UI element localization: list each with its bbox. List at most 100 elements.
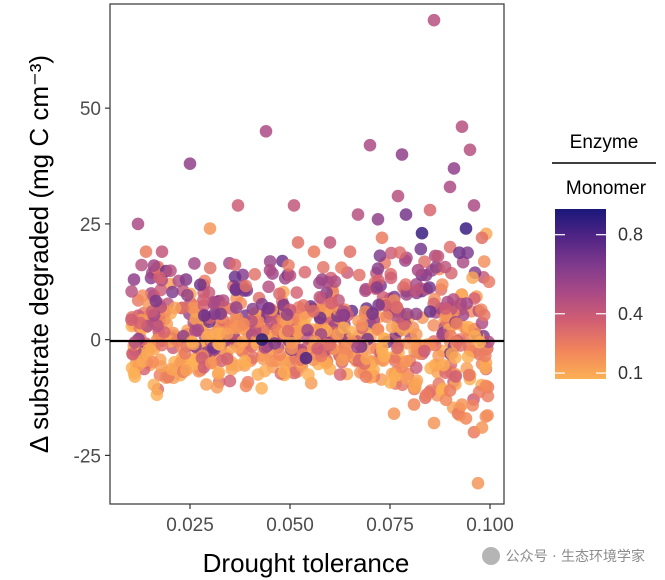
data-point [212,366,226,379]
data-point [360,352,373,366]
data-point [410,328,423,341]
data-point [251,368,265,381]
data-point [456,255,470,269]
data-point [447,162,461,175]
data-point [351,340,364,354]
data-point [400,355,413,368]
data-point [415,226,429,240]
data-point [390,300,404,314]
data-point [228,270,242,284]
data-point [299,351,313,365]
data-point [298,265,312,279]
data-point [307,245,321,258]
data-point [147,259,161,272]
data-point [391,189,405,203]
data-point [125,313,138,327]
data-point [126,348,139,361]
data-point [217,294,230,307]
data-point [262,302,275,315]
data-point [477,255,491,268]
data-point [153,271,166,284]
legend-title-line1: Enzyme [570,132,639,153]
data-point [207,296,220,309]
data-point [149,294,163,308]
data-point [445,347,459,361]
data-point [471,476,485,490]
data-point [439,302,452,315]
data-point [423,281,436,294]
data-point [280,308,294,321]
data-point [351,208,365,221]
data-point [333,368,347,381]
data-point [397,318,411,331]
data-point [400,372,413,385]
y-tick-label: 50 [80,99,101,120]
data-point [477,308,491,322]
data-point [127,273,141,286]
y-axis: -25 0 25 50 [74,99,110,467]
data-point [393,246,407,259]
data-point [136,355,150,368]
data-point [461,246,474,259]
data-point [191,323,205,337]
data-point [385,320,399,334]
data-point [399,208,413,221]
data-point [325,296,339,310]
data-point [466,271,479,285]
data-point [479,349,492,363]
data-point [459,222,473,235]
data-point [462,368,476,382]
data-point [131,217,145,231]
data-point [359,370,373,384]
data-point [372,298,385,312]
data-point [259,125,273,138]
data-point [302,368,315,381]
data-point [377,350,391,363]
data-point [183,157,197,170]
data-point [203,261,217,275]
x-tick-label: 0.075 [366,515,414,536]
data-point [461,350,475,364]
data-point [459,412,473,425]
data-point [337,321,351,335]
y-tick-label: -25 [74,446,101,467]
data-point [410,307,423,321]
data-point [164,264,177,278]
data-point [125,285,138,298]
data-point [220,352,234,366]
data-point [407,398,421,411]
data-point [317,261,330,274]
data-point [139,245,153,258]
data-point [328,275,342,288]
data-point [257,352,270,366]
data-point [301,323,314,337]
data-point [194,278,207,292]
data-point [371,262,385,275]
data-point [419,388,433,402]
data-point [201,330,214,344]
y-tick-label: 25 [80,215,101,236]
data-point [197,293,210,307]
data-point [291,324,305,338]
data-point [431,249,445,263]
data-point [375,231,389,245]
data-point [371,213,385,226]
data-point [200,378,213,391]
data-point [414,242,428,256]
data-point [237,317,250,331]
data-point [418,344,431,358]
data-point [429,260,443,274]
watermark-text: 公众号 · 生态环境学家 [505,549,645,565]
data-point [281,324,295,338]
x-tick-label: 0.025 [166,515,214,536]
data-point [291,236,305,249]
data-point [353,268,366,282]
data-point [315,273,329,286]
data-point [255,333,269,346]
data-point [198,309,211,322]
data-point [454,339,467,352]
data-point [482,275,496,289]
data-point [262,280,275,294]
x-axis-title: Drought tolerance [203,548,410,578]
data-point [263,255,277,268]
